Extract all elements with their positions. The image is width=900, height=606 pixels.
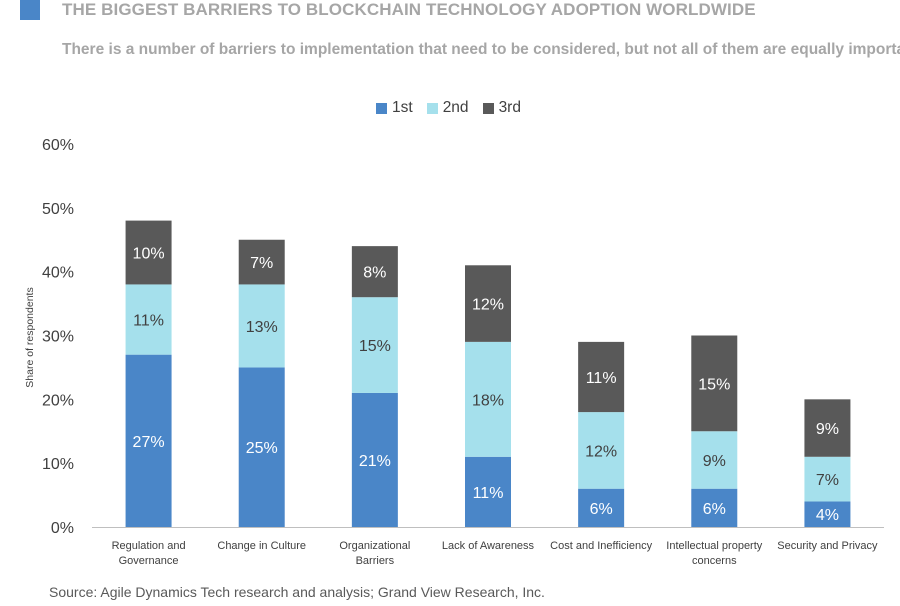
x-tick-label: Security and Privacy xyxy=(777,540,878,552)
data-label-2nd: 11% xyxy=(133,313,164,330)
data-label-1st: 4% xyxy=(816,507,839,524)
x-tick-label: Cost and Inefficiency xyxy=(550,540,652,552)
bar-segment-2nd xyxy=(691,431,738,489)
bar-segment-2nd xyxy=(804,456,851,502)
chart-subtitle: There is a number of barriers to impleme… xyxy=(62,41,900,58)
legend-item-3rd: 3rd xyxy=(482,99,521,117)
data-label-2nd: 12% xyxy=(585,443,617,460)
legend: 1st 2nd 3rd xyxy=(376,99,535,117)
title-row: THE BIGGEST BARRIERS TO BLOCKCHAIN TECHN… xyxy=(20,0,756,20)
bar-segment-1st xyxy=(125,354,172,527)
y-tick-label: 10% xyxy=(42,456,74,473)
data-label-3rd: 10% xyxy=(133,246,165,263)
data-label-2nd: 7% xyxy=(816,472,839,489)
data-label-1st: 6% xyxy=(703,501,726,518)
data-label-3rd: 7% xyxy=(250,255,273,272)
x-tick-label-line: Lack of Awareness xyxy=(442,540,535,552)
x-tick-label-line: Cost and Inefficiency xyxy=(550,540,652,552)
x-tick-label: Organizational Barriers xyxy=(339,540,410,567)
bar-segment-2nd xyxy=(238,284,285,368)
data-label-2nd: 15% xyxy=(359,338,391,355)
x-tick-label-line: Intellectual property xyxy=(666,540,762,552)
legend-label-1st: 1st xyxy=(392,99,413,116)
y-tick-label: 40% xyxy=(42,265,74,282)
x-tick-label-line: Regulation and xyxy=(112,540,186,552)
y-tick-label: 60% xyxy=(42,137,74,154)
data-label-3rd: 8% xyxy=(363,265,386,282)
bar-segment-3rd xyxy=(125,220,172,285)
legend-swatch-3rd xyxy=(482,102,494,114)
bar-segment-1st xyxy=(578,488,625,527)
x-tick-label-line: Security and Privacy xyxy=(777,540,878,552)
legend-swatch-1st xyxy=(376,102,387,114)
data-label-2nd: 18% xyxy=(472,392,504,409)
bar-segment-3rd xyxy=(804,399,851,457)
data-label-1st: 25% xyxy=(246,440,278,457)
data-label-3rd: 9% xyxy=(816,421,839,438)
data-label-1st: 21% xyxy=(359,453,391,470)
data-label-3rd: 15% xyxy=(698,376,730,393)
bar-segment-1st xyxy=(804,501,851,527)
data-label-2nd: 13% xyxy=(246,319,278,336)
bar-segment-3rd xyxy=(578,341,625,413)
data-label-3rd: 11% xyxy=(586,370,617,387)
y-tick-label: 20% xyxy=(42,392,74,409)
x-tick-label: Regulation and Governance xyxy=(112,540,186,567)
bar-segment-1st xyxy=(465,456,511,527)
y-tick-label: 0% xyxy=(51,520,74,537)
y-axis-title: Share of respondents xyxy=(24,287,36,387)
x-tick-label: Lack of Awareness xyxy=(442,540,535,552)
bar-segment-3rd xyxy=(465,265,511,342)
bar-segment-2nd xyxy=(465,341,511,457)
y-tick-label: 50% xyxy=(42,201,74,218)
bar-segment-3rd xyxy=(691,335,738,432)
x-tick-label-line: concerns xyxy=(692,555,737,567)
bar-segment-1st xyxy=(351,392,398,527)
bar-segment-2nd xyxy=(125,284,172,355)
legend-label-2nd: 2nd xyxy=(442,99,469,116)
bar-segment-1st xyxy=(691,488,738,527)
bar-segment-2nd xyxy=(578,412,625,489)
legend-item-2nd: 2nd xyxy=(426,99,469,117)
bar-segment-1st xyxy=(238,367,285,527)
x-tick-label-line: Governance xyxy=(119,555,179,567)
data-label-1st: 11% xyxy=(473,485,504,502)
x-tick-label-line: Change in Culture xyxy=(217,540,306,552)
bar-segment-3rd xyxy=(238,239,285,285)
x-tick-label-line: Organizational xyxy=(339,540,410,552)
y-tick-label: 30% xyxy=(42,329,74,346)
x-tick-label: Intellectual property concerns xyxy=(666,540,762,567)
source-note: Source: Agile Dynamics Tech research and… xyxy=(49,584,545,600)
data-label-3rd: 12% xyxy=(472,297,504,314)
legend-item-1st: 1st xyxy=(376,99,413,117)
title-accent-square xyxy=(20,0,40,20)
data-label-1st: 27% xyxy=(133,434,165,451)
x-tick-label-line: Barriers xyxy=(356,555,395,567)
bar-segment-2nd xyxy=(351,297,398,393)
data-label-1st: 6% xyxy=(590,501,613,518)
chart-title: THE BIGGEST BARRIERS TO BLOCKCHAIN TECHN… xyxy=(62,0,756,19)
x-tick-label: Change in Culture xyxy=(217,540,306,552)
bar-segment-3rd xyxy=(351,246,398,298)
legend-label-3rd: 3rd xyxy=(498,99,521,116)
data-label-2nd: 9% xyxy=(703,453,726,470)
legend-swatch-2nd xyxy=(426,102,438,114)
